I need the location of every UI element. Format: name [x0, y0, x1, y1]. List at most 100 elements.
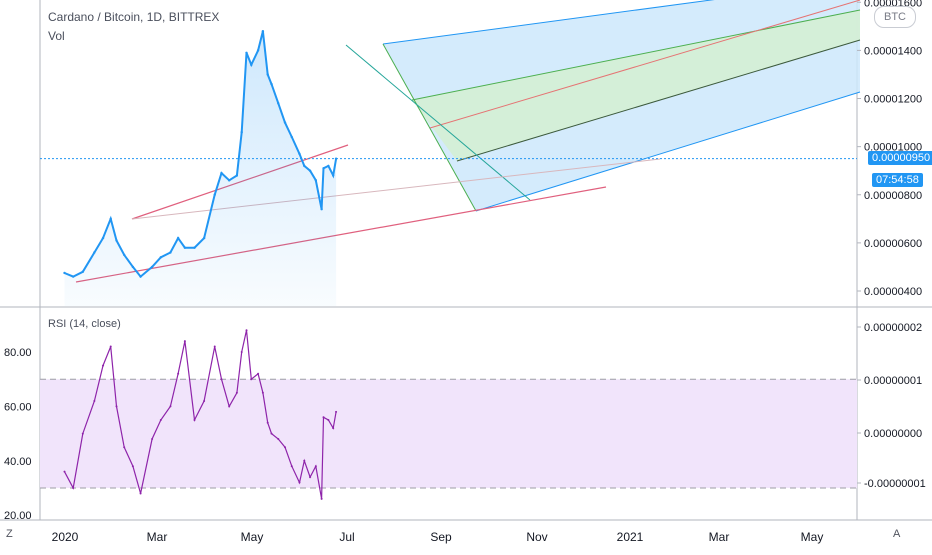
- rsi-band: [40, 379, 857, 488]
- time-tick-label: Nov: [526, 530, 547, 544]
- price-tick-label: 0.00000600: [864, 238, 922, 250]
- price-point: [81, 270, 84, 273]
- price-point: [314, 179, 318, 182]
- rsi-point: [309, 476, 312, 479]
- pitchfork-median: [429, 0, 861, 129]
- pitchfork-upper-line: [382, 0, 715, 45]
- rsi-point: [335, 410, 338, 413]
- rsi-point: [193, 419, 196, 421]
- price-point: [176, 236, 180, 240]
- price-point: [270, 82, 273, 86]
- time-tick-label: Mar: [147, 530, 168, 544]
- rsi-left-tick-label: 40.00: [4, 456, 32, 468]
- auto-scale-button[interactable]: A: [893, 528, 901, 540]
- price-point: [308, 169, 312, 172]
- price-point: [261, 29, 265, 33]
- rsi-point: [102, 364, 105, 367]
- zoom-corner-button[interactable]: Z: [6, 528, 13, 540]
- pitchfork-zone-inner: [412, 10, 860, 161]
- rsi-point: [261, 391, 264, 394]
- rsi-right-tick-label: 0.00000001: [864, 375, 922, 387]
- rsi-point: [169, 405, 172, 408]
- price-tick-label: 0.00001600: [864, 0, 922, 9]
- price-tick-label: 0.00000800: [864, 190, 922, 202]
- rsi-point: [322, 416, 325, 419]
- price-point: [183, 246, 187, 249]
- price-point: [277, 102, 280, 105]
- price-tick-label: 0.00000400: [864, 286, 922, 298]
- rsi-point: [327, 419, 330, 421]
- time-tick-label: 2020: [52, 530, 79, 544]
- price-point: [322, 167, 325, 170]
- price-point: [290, 135, 293, 139]
- time-tick-label: 2021: [617, 530, 644, 544]
- rsi-point: [332, 427, 335, 430]
- rsi-left-tick-label: 20.00: [4, 510, 32, 522]
- time-tick-label: May: [801, 530, 824, 544]
- rsi-series-layer: [40, 329, 857, 500]
- rsi-point: [63, 470, 66, 473]
- price-point: [327, 164, 330, 168]
- rsi-point: [245, 329, 248, 332]
- time-tick-label: Mar: [709, 530, 730, 544]
- pitchfork-drawing[interactable]: [75, 0, 861, 283]
- price-point: [235, 174, 239, 177]
- rsi-point: [93, 399, 96, 402]
- axes-layer: 0.00001600 0.00001400 0.00001200 0.00001000…: [4, 0, 926, 544]
- rsi-point: [314, 465, 317, 468]
- rsi-left-tick-label: 80.00: [4, 347, 32, 359]
- rsi-point: [139, 492, 142, 495]
- pitchfork-inner-upper: [411, 9, 861, 101]
- price-point: [320, 207, 323, 211]
- pitchfork-diagonal: [345, 44, 531, 201]
- rsi-point: [303, 459, 306, 462]
- price-point: [220, 171, 223, 175]
- price-point: [159, 256, 162, 259]
- rsi-point: [159, 419, 162, 421]
- price-series-layer: [40, 29, 857, 306]
- current-price-tag: 0.00000950: [868, 151, 932, 165]
- pitchfork-lower-line: [475, 91, 861, 212]
- pitchfork-inner-lower: [456, 39, 861, 162]
- rsi-point: [177, 372, 180, 375]
- price-point: [115, 239, 118, 242]
- rsi-point: [81, 432, 84, 435]
- rsi-point: [290, 465, 293, 468]
- rsi-point: [266, 421, 269, 424]
- volume-label: Vol: [48, 29, 65, 43]
- rsi-point: [235, 391, 238, 394]
- price-point: [131, 265, 135, 269]
- rsi-point: [228, 405, 231, 408]
- price-point: [240, 131, 243, 134]
- rsi-right-tick-label: 0.00000000: [864, 428, 922, 440]
- rsi-point: [240, 351, 243, 353]
- price-point: [202, 236, 206, 240]
- rsi-point: [257, 372, 260, 375]
- price-tick-label: 0.00001200: [864, 94, 922, 106]
- price-point: [101, 236, 105, 240]
- price-point: [303, 164, 306, 168]
- pitchfork-handle: [382, 43, 477, 212]
- price-point: [93, 251, 96, 254]
- rsi-point: [284, 446, 287, 449]
- rsi-point: [298, 481, 301, 484]
- rsi-point: [115, 405, 118, 408]
- rsi-point: [109, 345, 112, 348]
- price-point: [266, 73, 269, 76]
- rsi-point: [270, 432, 273, 435]
- time-tick-label: Jul: [339, 530, 354, 544]
- rsi-point: [131, 465, 134, 468]
- rsi-label: RSI (14, close): [48, 318, 121, 330]
- price-point: [169, 251, 172, 254]
- price-point: [298, 152, 301, 156]
- price-area: [64, 31, 337, 306]
- chart-title: Cardano / Bitcoin, 1D, BITTREX: [48, 10, 220, 24]
- price-point: [150, 265, 154, 269]
- price-point: [63, 271, 66, 275]
- rsi-point: [123, 446, 126, 449]
- rsi-point: [72, 487, 75, 489]
- price-point: [331, 174, 335, 177]
- currency-button[interactable]: BTC: [874, 6, 916, 28]
